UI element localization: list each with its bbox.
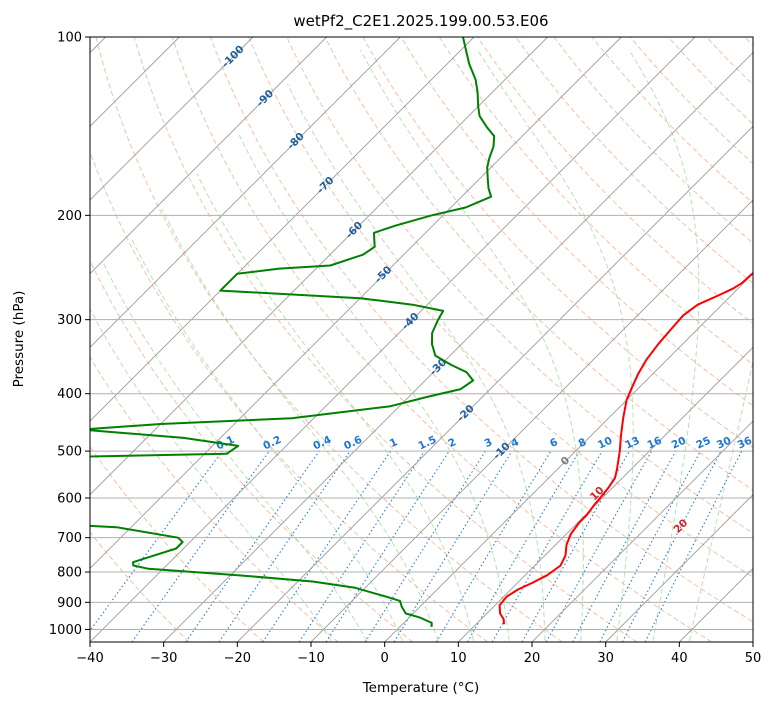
mixing-ratio-label: 36 (736, 435, 754, 452)
isotherm-gridline (90, 37, 622, 569)
plot-frame (89, 36, 754, 643)
x-tick-label: −30 (150, 651, 177, 666)
mixing-ratio-line (572, 450, 677, 642)
mixing-ratio-label: 20 (670, 435, 688, 452)
isotherm-gridline (605, 494, 753, 642)
moist-adiabat-line (90, 308, 332, 642)
sounding-profiles (90, 37, 753, 627)
mixing-ratio-label: 10 (596, 435, 614, 452)
dry-adiabat-line (438, 37, 753, 365)
y-tick-label: 800 (57, 566, 82, 581)
isotherm-gridline (237, 125, 753, 642)
dry-adiabat-line (90, 531, 190, 642)
x-tick-label: 30 (597, 651, 614, 666)
dry-adiabat-line (90, 150, 488, 642)
isotherm-gridline (163, 52, 753, 642)
mixing-ratio-line (218, 450, 351, 642)
dry-adiabat-line (90, 356, 339, 642)
dry-adiabat-line (95, 37, 563, 642)
mixing-ratio-line (185, 450, 320, 642)
dry-adiabat-line (553, 37, 753, 244)
mixing-ratio-label: 30 (715, 435, 733, 452)
y-tick-label: 200 (57, 209, 82, 224)
mixing-ratio-label: 3 (483, 436, 495, 450)
plot-area: -100-90-80-70-60-50-40-30-20-10 00.1 0.2 0.… (90, 37, 754, 642)
dry-adiabat-line (400, 37, 753, 407)
mixing-ratio-label: 6 (548, 436, 560, 450)
y-tick-label: 100 (57, 31, 82, 46)
mixing-ratio-line (90, 450, 223, 632)
dry-adiabat-line (133, 37, 638, 642)
isotherm-gridline (90, 37, 401, 348)
dewpoint-profile-line (90, 37, 496, 627)
mixing-ratio-line (467, 450, 580, 642)
moist-adiabat-line (628, 49, 700, 641)
mixing-ratio-label: 16 (645, 435, 663, 452)
y-tick-label: 500 (57, 445, 82, 460)
mixing-ratio-label: 25 (694, 435, 712, 452)
isotherm-gridline (90, 37, 254, 201)
x-tick-label: 40 (671, 651, 688, 666)
x-tick-label: −40 (76, 651, 103, 666)
dry-adiabat-line (477, 37, 753, 325)
mixing-ratio-label: 4 (509, 436, 521, 450)
mixing-ratio-line (364, 450, 486, 642)
dry-adiabat-line (210, 37, 753, 623)
isotherm-gridline (384, 273, 753, 642)
dry-adiabat-line (248, 37, 753, 578)
mixing-ratio-line (393, 450, 513, 642)
x-tick-label: −10 (297, 651, 324, 666)
moist-adiabat-line (131, 239, 403, 641)
mixing-ratio-label: 1 (388, 436, 400, 450)
x-axis-ticks: −40 −30 −20 −10 0 10 20 30 40 50 (76, 642, 761, 666)
y-tick-label: 400 (57, 387, 82, 402)
isotherm-gridline (90, 37, 548, 496)
x-tick-label: −20 (224, 651, 251, 666)
y-tick-label: 300 (57, 313, 82, 328)
x-tick-label: 0 (381, 651, 389, 666)
mixing-ratio-line (131, 450, 270, 642)
y-axis-ticks: 100 200 300 400 500 600 700 800 900 1000 (49, 31, 90, 638)
y-axis-label: Pressure (hPa) (11, 291, 27, 388)
chart-title: wetPf2_C2E1.2025.199.00.53.E06 (293, 12, 548, 31)
mixing-ratio-label: 13 (623, 435, 641, 452)
moist-adiabat-line (287, 83, 546, 641)
isotherm-gridline (458, 346, 753, 642)
y-tick-label: 600 (57, 492, 82, 507)
mixing-ratio-label: 8 (577, 436, 589, 450)
y-tick-label: 900 (57, 596, 82, 611)
mixing-ratio-line (435, 450, 552, 642)
isotherm-gridline (90, 37, 475, 422)
isotherm-gridline (90, 37, 696, 642)
mixing-ratio-label: 2 (446, 436, 458, 450)
isotherm-gridline (90, 37, 327, 275)
isotherms (90, 37, 753, 642)
x-tick-label: 20 (524, 651, 541, 666)
isotherm-gridline (531, 420, 753, 642)
y-tick-label: 700 (57, 531, 82, 546)
dry-adiabat-line (286, 37, 753, 534)
dry-adiabat-line (90, 259, 414, 642)
dry-adiabat-line (591, 37, 753, 204)
mixing-ratio-line (491, 450, 603, 642)
x-tick-label: 10 (450, 651, 467, 666)
dry-adiabat-line (324, 37, 753, 491)
isotherm-gridline (310, 199, 753, 642)
moist-adiabat-line (102, 262, 368, 642)
dry-adiabat-line (171, 37, 712, 642)
moist-adiabat-line (359, 49, 584, 641)
mixing-ratio-line (325, 450, 450, 642)
y-tick-label: 1000 (49, 623, 82, 638)
x-axis-label: Temperature (°C) (362, 680, 480, 696)
moist-adiabat-line (688, 358, 753, 641)
x-tick-label: 50 (745, 651, 762, 666)
temperature-profile-line (498, 271, 753, 625)
mixing-ratio-line (521, 450, 630, 642)
